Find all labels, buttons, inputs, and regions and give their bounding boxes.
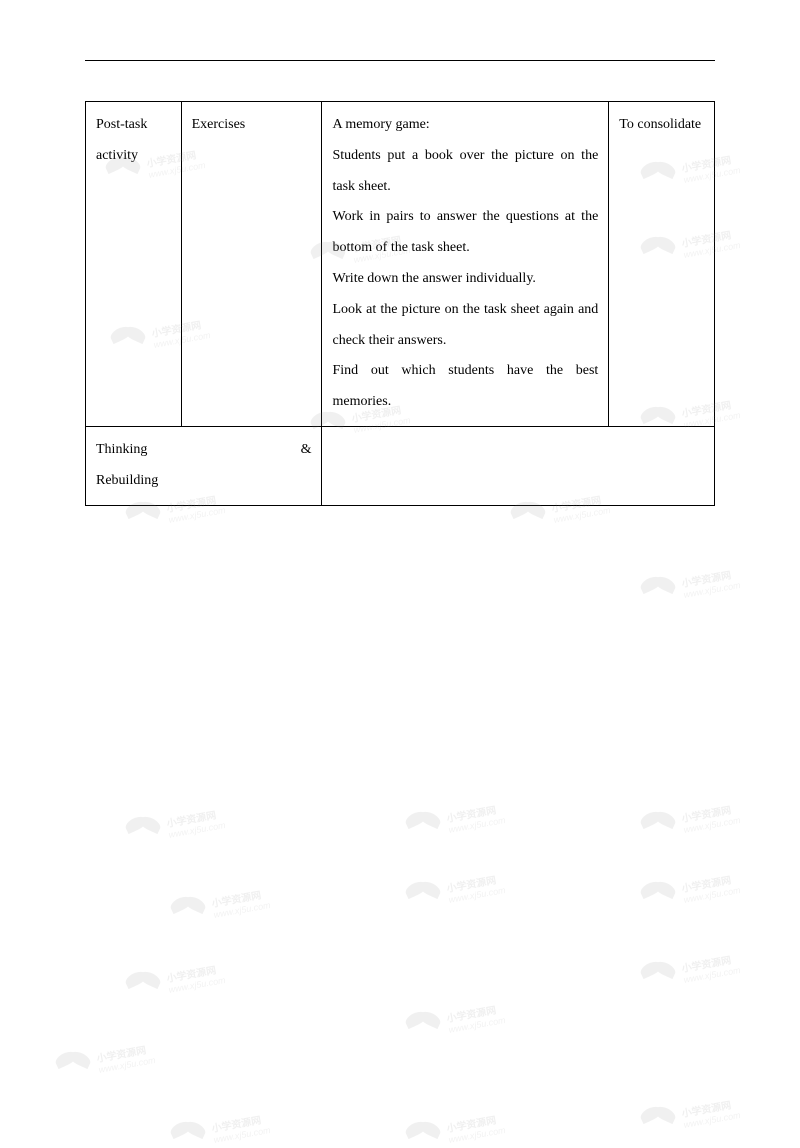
watermark-item: 小学资源网www.xj5u.com	[55, 1045, 155, 1078]
leaf-icon	[640, 955, 680, 983]
leaf-icon	[640, 805, 680, 833]
thinking-rebuilding-cell: Thinking & Rebuilding	[86, 426, 322, 505]
leaf-icon	[640, 1100, 680, 1128]
watermark-text: 小学资源网www.xj5u.com	[680, 800, 741, 835]
table-row: Thinking & Rebuilding	[86, 426, 715, 505]
watermark-item: 小学资源网www.xj5u.com	[640, 955, 740, 988]
watermark-item: 小学资源网www.xj5u.com	[125, 810, 225, 843]
purpose-text: To consolidate	[619, 117, 701, 132]
watermark-item: 小学资源网www.xj5u.com	[405, 875, 505, 908]
watermark-text: 小学资源网www.xj5u.com	[445, 1000, 506, 1035]
watermark-item: 小学资源网www.xj5u.com	[405, 805, 505, 838]
watermark-item: 小学资源网www.xj5u.com	[640, 875, 740, 908]
watermark-text: 小学资源网www.xj5u.com	[680, 950, 741, 985]
description-cell: A memory game: Students put a book over …	[322, 102, 609, 427]
lesson-plan-table: Post-task activity Exercises A memory ga…	[85, 101, 715, 506]
ampersand-text: &	[301, 435, 312, 466]
leaf-icon	[170, 890, 210, 918]
watermark-text: 小学资源网www.xj5u.com	[680, 1095, 741, 1130]
leaf-icon	[640, 570, 680, 598]
leaf-icon	[405, 1005, 445, 1033]
empty-cell	[322, 426, 715, 505]
watermark-item: 小学资源网www.xj5u.com	[125, 965, 225, 998]
leaf-icon	[405, 805, 445, 833]
leaf-icon	[55, 1045, 95, 1073]
watermark-item: 小学资源网www.xj5u.com	[640, 805, 740, 838]
watermark-text: 小学资源网www.xj5u.com	[445, 1110, 506, 1145]
leaf-icon	[405, 1115, 445, 1143]
leaf-icon	[170, 1115, 210, 1143]
header-divider	[85, 60, 715, 61]
watermark-text: 小学资源网www.xj5u.com	[95, 1040, 156, 1075]
watermark-text: 小学资源网www.xj5u.com	[165, 805, 226, 840]
watermark-text: 小学资源网www.xj5u.com	[445, 800, 506, 835]
purpose-cell: To consolidate	[609, 102, 715, 427]
watermark-text: 小学资源网www.xj5u.com	[210, 1110, 271, 1145]
watermark-text: 小学资源网www.xj5u.com	[165, 960, 226, 995]
exercises-text: Exercises	[192, 117, 246, 132]
watermark-text: 小学资源网www.xj5u.com	[680, 870, 741, 905]
leaf-icon	[125, 965, 165, 993]
activity-type-text: Post-task activity	[96, 117, 147, 163]
rebuilding-text: Rebuilding	[96, 473, 158, 488]
description-text: A memory game: Students put a book over …	[332, 117, 598, 409]
leaf-icon	[405, 875, 445, 903]
watermark-text: 小学资源网www.xj5u.com	[680, 565, 741, 600]
thinking-text: Thinking	[96, 435, 147, 466]
activity-type-cell: Post-task activity	[86, 102, 182, 427]
watermark-text: 小学资源网www.xj5u.com	[445, 870, 506, 905]
watermark-item: 小学资源网www.xj5u.com	[405, 1005, 505, 1038]
leaf-icon	[125, 810, 165, 838]
exercises-cell: Exercises	[181, 102, 322, 427]
watermark-item: 小学资源网www.xj5u.com	[640, 1100, 740, 1133]
watermark-text: 小学资源网www.xj5u.com	[210, 885, 271, 920]
leaf-icon	[640, 875, 680, 903]
watermark-item: 小学资源网www.xj5u.com	[170, 890, 270, 923]
watermark-item: 小学资源网www.xj5u.com	[640, 570, 740, 603]
table-row: Post-task activity Exercises A memory ga…	[86, 102, 715, 427]
